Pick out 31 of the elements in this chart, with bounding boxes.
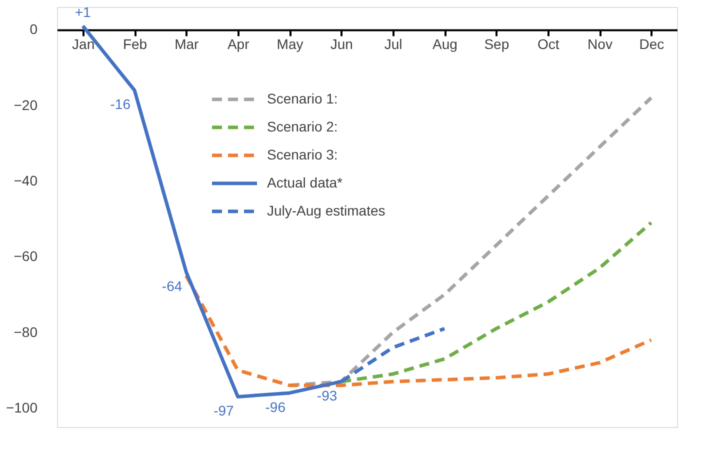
x-tick-label: Aug [432,36,458,52]
data-label: +1 [74,4,92,20]
x-tick-label: Sep [484,36,510,52]
data-label: -64 [162,278,182,294]
legend-label: Scenario 3: [267,146,338,162]
y-tick-label: −60 [14,248,38,264]
line-series [339,220,653,384]
data-label: -16 [110,96,131,112]
x-tick-label: Mar [174,36,200,52]
x-tick-label: Dec [639,36,664,52]
x-tick-label: Feb [122,36,148,52]
legend-label: Scenario 2: [267,118,338,134]
x-tick-label: Nov [588,36,612,52]
legend-label: Scenario 1: [267,90,338,106]
x-tick-label: May [276,36,304,52]
data-label: -93 [316,388,338,404]
y-tick-label: −80 [14,324,38,340]
data-label: -97 [214,402,234,419]
x-tick-label: Jul [384,36,402,52]
line-series [184,274,653,388]
y-tick-label: −40 [14,172,38,189]
legend-label: July-Aug estimates [267,202,386,218]
x-tick-label: Apr [227,36,250,52]
y-tick-label: 0 [30,21,38,38]
legend-label: Actual data* [267,174,344,190]
data-label: -96 [265,398,286,415]
x-tick-label: Oct [537,36,560,52]
y-tick-label: −20 [14,96,38,113]
x-tick-label: Jan [72,36,95,52]
y-tick-label: −100 [6,400,38,416]
x-tick-label: Jun [330,36,353,52]
